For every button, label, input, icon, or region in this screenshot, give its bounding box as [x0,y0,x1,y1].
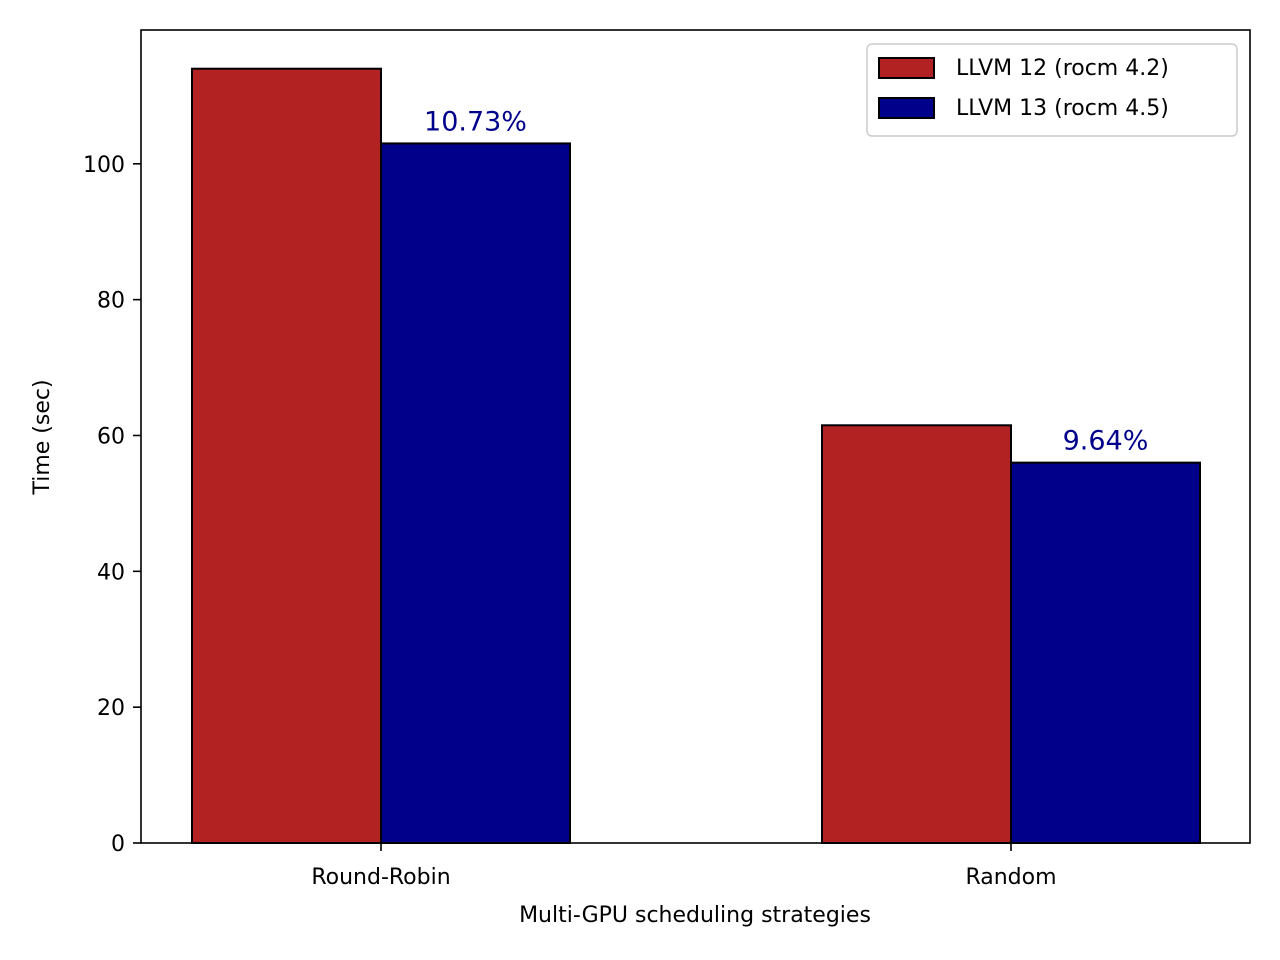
y-axis: 0 20 40 60 80 100 [83,153,141,857]
bars [191,67,1201,844]
x-tick-label: Random [965,865,1056,890]
y-tick-label: 40 [97,560,125,585]
y-tick-label: 100 [83,153,125,178]
y-axis-label: Time (sec) [30,379,55,495]
x-axis: Round-Robin Random [311,843,1057,890]
bar-round-robin-series-2 [380,142,571,844]
bar-annotation: 10.73% [424,106,527,137]
legend-swatch [878,57,935,79]
bar-random-series-2 [1010,461,1201,844]
legend-label: LLVM 13 (rocm 4.5) [956,96,1169,121]
bar-round-robin-series-1 [191,67,382,844]
legend-box [866,43,1238,137]
bar-annotations: 10.73% 9.64% [424,106,1148,456]
bar-annotation: 9.64% [1063,426,1149,457]
y-tick-label: 20 [97,696,125,721]
y-tick-label: 80 [97,289,125,314]
y-tick-label: 60 [97,424,125,449]
plot-frame [140,29,1251,844]
legend: LLVM 12 (rocm 4.2) LLVM 13 (rocm 4.5) [866,43,1238,137]
bar-random-series-1 [821,424,1012,844]
legend-label: LLVM 12 (rocm 4.2) [956,56,1169,81]
x-axis-label: Multi-GPU scheduling strategies [519,903,871,928]
x-tick-label: Round-Robin [311,865,450,890]
legend-swatch [878,97,935,119]
y-tick-label: 0 [111,832,125,857]
